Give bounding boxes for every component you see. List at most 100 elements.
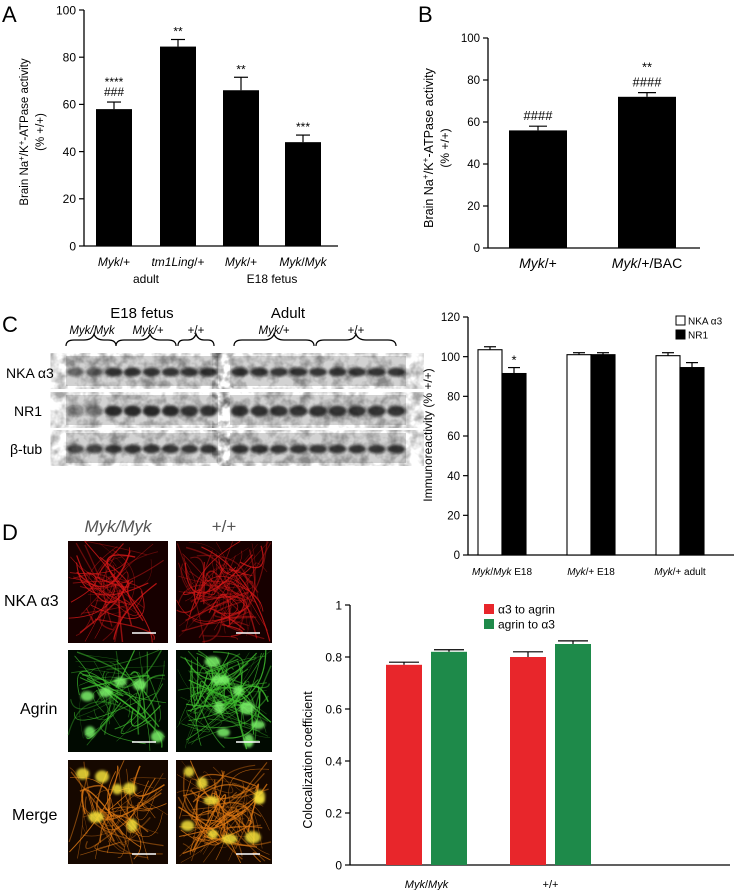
panel-a-xlabel: Myk/+ [225,255,257,269]
micrograph-fiber [198,601,219,639]
micrograph-cell [88,811,104,823]
blot-band [309,367,327,377]
micrograph-fiber [86,692,139,746]
panel-a-ytick-label: 100 [56,3,76,17]
micrograph-cell [80,690,94,702]
micrograph-fiber [193,662,249,714]
panel-c-xlabel-part: E18 [511,567,532,578]
blot-band [367,367,386,377]
panel-b-ytick-label: 0 [474,243,480,255]
micrograph-fiber [205,541,268,602]
panel-c-bar [566,354,592,556]
panel-b-ytick-label: 60 [467,117,480,129]
blot-band [348,405,367,417]
panel-c-bar [590,354,616,556]
micrograph-cell [95,770,109,784]
micrograph-fiber [187,698,234,712]
micrograph-fiber [176,690,267,728]
micrograph-fiber [186,679,259,741]
blot-band [367,405,386,417]
panel-d-ytick-label: 0.4 [325,754,342,768]
micrograph-cell [180,820,195,832]
micrograph-fiber [209,607,245,631]
panel-b-bar [509,130,567,248]
micrograph-fiber [86,702,122,740]
blot-band [230,405,249,417]
panel-d-ytick-label: 0.8 [325,650,342,664]
panel-a-group-e18: E18 fetus [247,272,298,286]
micrograph-fiber [100,555,137,614]
panel-a-ytick-label: 60 [63,98,77,112]
micrograph-fiber [221,560,232,616]
micrograph-fiber [176,599,251,622]
blot-band [104,405,123,417]
micrograph-fiber [191,656,199,701]
panel-d-xlabels: Myk/Myk +/+ [405,879,559,890]
micrograph-panel [176,541,272,643]
micrograph-fiber [130,671,146,718]
blot-band [269,367,288,377]
blot-band [387,367,406,377]
micrograph-fiber [181,609,245,632]
blot-band [230,367,249,377]
blot-band [348,444,367,454]
micrograph-fiber [118,590,133,643]
micrograph-fiber [178,584,257,604]
panel-b-bar [618,96,676,248]
blot-band [66,367,85,377]
micrograph-fiber [204,579,264,612]
micrograph-fiber [211,556,222,587]
micrograph-fiber [195,792,247,829]
panel-d-xlabel: Myk/Myk [405,879,449,890]
panel-c-bars: * [477,346,705,556]
blot-band [85,367,104,377]
micrograph-fiber [74,655,106,703]
micrograph-fiber [201,835,217,845]
micrograph-fiber [192,784,260,803]
micrograph-fiber [111,549,135,630]
micrograph-fiber [205,658,239,674]
micrograph-cell [244,831,261,844]
micrograph-fiber [72,576,121,642]
panel-a-ylabel-unit: (% +/+) [35,113,47,151]
panel-d-ytick-label: 0.6 [325,702,342,716]
micrograph-cell [183,766,195,777]
micrograph-fiber [242,573,259,593]
micrograph-fiber [92,688,118,713]
micrograph-fiber [88,794,129,853]
panel-b-ytick-label: 100 [461,33,480,45]
micrograph-fiber [79,684,112,739]
micrograph-fiber [186,563,229,598]
panel-b-xlabels: Myk/+ Myk/+/BAC [519,255,682,271]
panel-c-legend-swatch [675,315,686,326]
micrograph-fiber [252,852,271,863]
micrograph-fiber [69,547,130,574]
micrograph-fiber [107,771,142,848]
blot-band [387,405,406,417]
micrograph-fiber [120,718,152,734]
blot-brace [177,332,215,347]
micrograph-fiber [242,789,270,855]
panel-c-ytick-label: 100 [441,352,460,364]
micrograph-fiber [76,562,149,596]
micrograph-fiber [191,806,239,826]
micrograph-fiber [215,552,232,614]
blot-band [104,367,123,377]
micrograph-fiber [84,796,164,847]
panel-a-bars: ###*********** [96,25,321,247]
panel-d-chart: 0 0.2 0.4 0.6 0.8 1 Colocalization coefficien… [301,598,730,890]
micrograph-fiber [179,780,192,819]
blot-band [180,444,199,454]
panel-c-xlabel-italic: Myk [654,567,673,578]
micrograph-fiber [204,696,254,726]
panel-d-xlabel-part: / [425,879,429,890]
blot-row-nka: NKA α3 [6,365,54,381]
micrograph-fiber [76,555,130,603]
micrograph-fiber [72,580,143,608]
micrograph-fiber [190,679,225,748]
blot-brace [315,332,397,347]
panel-c-legend-label: NKA α3 [688,317,723,328]
micrograph-fiber [111,806,150,811]
micrograph-fiber [129,671,141,702]
